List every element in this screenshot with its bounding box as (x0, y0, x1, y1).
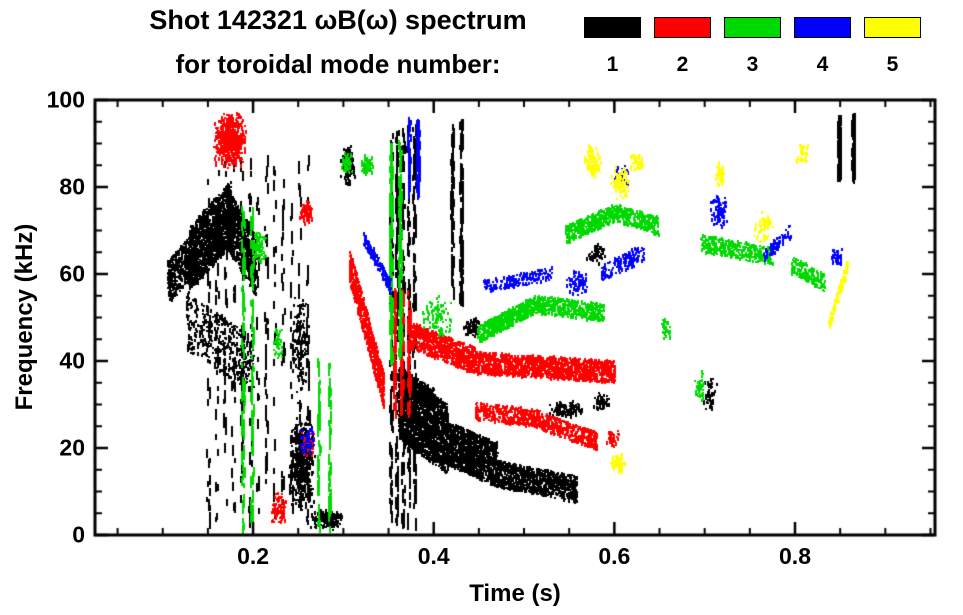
legend-label-mode-1: 1 (606, 53, 619, 76)
legend-label-mode-5: 5 (886, 53, 899, 76)
legend-label-mode-4: 4 (816, 53, 829, 76)
legend-swatch-mode-1 (584, 17, 641, 38)
legend-label-mode-3: 3 (746, 53, 759, 76)
legend-label-mode-2: 2 (676, 53, 689, 76)
x-axis-title: Time (s) (469, 580, 561, 607)
legend-swatches (584, 17, 921, 38)
legend-swatch-mode-3 (724, 17, 781, 38)
chart-subtitle: for toroidal mode number: (175, 49, 501, 79)
legend-swatch-mode-5 (864, 17, 921, 38)
y-axis-title: Frequency (kHz) (11, 223, 38, 411)
legend-swatch-mode-4 (794, 17, 851, 38)
legend-swatch-mode-2 (654, 17, 711, 38)
chart-title: Shot 142321 ωB(ω) spectrum (149, 5, 527, 35)
legend-labels: 1 2 3 4 5 (584, 53, 921, 77)
